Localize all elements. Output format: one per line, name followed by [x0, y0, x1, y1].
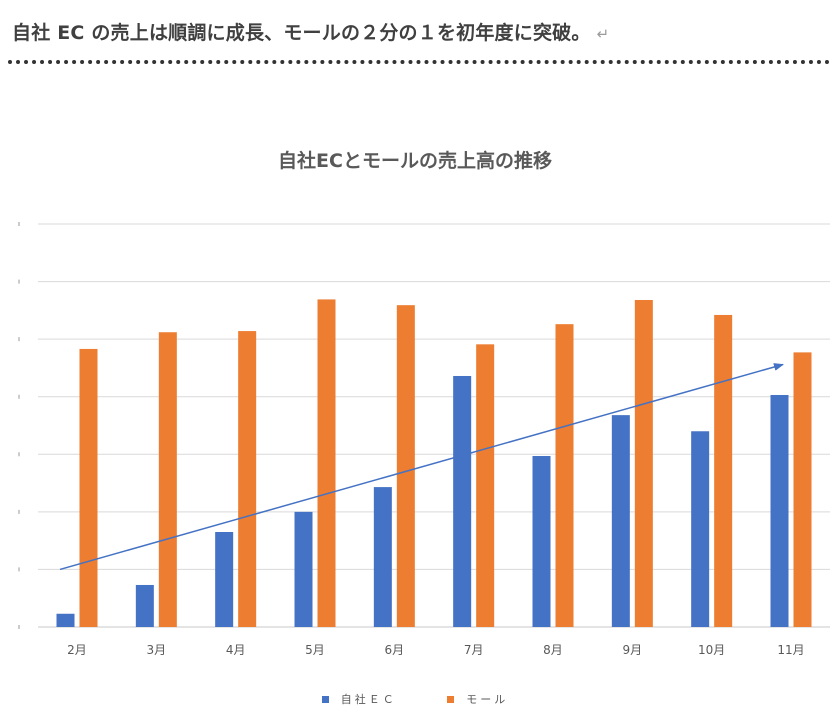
legend-swatch-ec — [321, 695, 329, 703]
bar-mall-10 — [714, 314, 733, 627]
legend-swatch-mall — [447, 695, 455, 703]
x-tick-label: 9月 — [623, 643, 643, 657]
bar-ec-11 — [770, 394, 789, 627]
heading-text: 自社 EC の売上は順調に成長、モールの２分の１を初年度に突破。 — [12, 22, 591, 44]
legend-label-mall: モール — [466, 693, 509, 706]
bar-ec-5 — [294, 511, 313, 627]
bar-mall-2 — [79, 348, 98, 627]
x-tick-label: 6月 — [385, 643, 405, 657]
bar-ec-2 — [56, 613, 75, 627]
bar-ec-7 — [453, 375, 472, 627]
bars — [56, 299, 812, 627]
bar-ec-4 — [215, 532, 234, 627]
x-tick-label: 11月 — [777, 643, 804, 657]
bar-ec-9 — [611, 415, 630, 627]
legend-item-mall: モール — [447, 691, 508, 707]
document-heading: 自社 EC の売上は順調に成長、モールの２分の１を初年度に突破。 ↵ — [12, 18, 609, 45]
chart-title: 自社ECとモールの売上高の推移 — [278, 150, 552, 172]
bar-ec-10 — [691, 431, 710, 627]
x-tick-label: 7月 — [464, 643, 484, 657]
x-tick-label: 5月 — [305, 643, 325, 657]
dotted-divider — [8, 60, 830, 64]
chart-legend: 自社ＥＣ モール — [0, 691, 830, 707]
bar-mall-4 — [238, 331, 257, 627]
bar-mall-5 — [317, 299, 336, 627]
x-tick-label: 8月 — [543, 643, 563, 657]
legend-item-ec: 自社ＥＣ — [321, 691, 397, 707]
bar-mall-6 — [396, 305, 415, 627]
legend-label-ec: 自社ＥＣ — [340, 693, 397, 706]
paragraph-return-mark: ↵ — [596, 25, 610, 43]
bar-mall-3 — [158, 332, 177, 627]
bar-ec-3 — [135, 584, 154, 627]
x-tick-label: 3月 — [147, 643, 167, 657]
x-tick-label: 4月 — [226, 643, 246, 657]
x-tick-label: 10月 — [698, 643, 725, 657]
bar-mall-11 — [793, 352, 812, 627]
x-tick-label: 2月 — [67, 643, 87, 657]
trend-arrow — [59, 363, 784, 571]
trend-line — [59, 363, 784, 571]
bar-ec-8 — [532, 456, 551, 627]
bar-ec-6 — [373, 487, 392, 627]
gridlines — [38, 223, 830, 628]
x-axis-labels: 2月 3月 4月 5月 6月 7月 8月 9月 10月 11月 — [67, 643, 804, 657]
bar-mall-9 — [634, 299, 653, 627]
bar-mall-7 — [476, 344, 495, 627]
bar-mall-8 — [555, 324, 574, 627]
